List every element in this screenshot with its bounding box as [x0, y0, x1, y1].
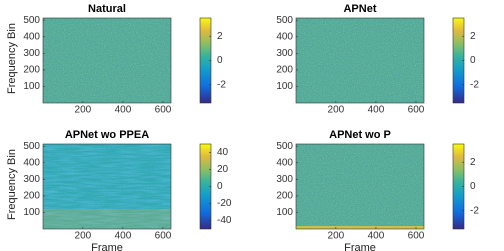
y-tick-label: 200	[23, 65, 40, 76]
heatmap-texture	[296, 18, 424, 103]
y-tick-label: 500	[276, 15, 293, 26]
y-tick-label: 100	[276, 207, 293, 218]
y-tick-label: 500	[23, 15, 40, 26]
colorbar-tick-label: 0	[470, 55, 476, 66]
x-tick-label: 200	[328, 105, 345, 116]
axes-box	[295, 17, 425, 104]
x-tick-label: 400	[115, 105, 132, 116]
colorbar-tick-label: 0	[470, 181, 476, 192]
y-tick-label: 300	[23, 174, 40, 185]
colorbar-tick-label: -20	[217, 198, 232, 209]
y-tick-label: 200	[276, 65, 293, 76]
x-tick-label: 400	[115, 231, 132, 242]
colorbar-tick-label: 20	[217, 164, 229, 175]
y-tick-label: 100	[23, 207, 40, 218]
y-tick-label: 500	[276, 141, 293, 152]
colorbar-tick-label: -2	[470, 205, 479, 216]
y-axis-label: Frequency Bin	[6, 149, 18, 220]
colorbar-tick-label: -40	[217, 215, 232, 226]
colorbar-tick-label: 40	[217, 147, 229, 158]
x-tick-label: 600	[155, 105, 172, 116]
heatmap-texture	[43, 144, 171, 229]
y-tick-label: 400	[23, 157, 40, 168]
panel-title: APNet	[343, 3, 376, 15]
colorbar-tick-label: 0	[217, 181, 223, 192]
colorbar-tick-label: 2	[470, 157, 476, 168]
heatmap-texture	[43, 18, 171, 103]
axes-box	[42, 17, 172, 104]
x-axis-label: Frame	[91, 242, 123, 251]
y-tick-label: 400	[276, 157, 293, 168]
y-tick-label: 100	[276, 81, 293, 92]
x-tick-label: 400	[368, 231, 385, 242]
y-tick-label: 500	[23, 141, 40, 152]
colorbar-tick-label: -2	[217, 79, 226, 90]
x-tick-label: 400	[368, 105, 385, 116]
axes-box	[295, 143, 425, 230]
y-tick-label: 300	[276, 48, 293, 59]
y-tick-label: 100	[23, 81, 40, 92]
x-tick-label: 600	[155, 231, 172, 242]
heatmap-band	[43, 209, 171, 229]
x-tick-label: 600	[408, 231, 425, 242]
colorbar-tick-label: 0	[217, 55, 223, 66]
y-axis-label: Frequency Bin	[6, 23, 18, 94]
colorbar-tick-label: 2	[470, 31, 476, 42]
x-tick-label: 200	[75, 231, 92, 242]
heatmap-band	[296, 226, 424, 229]
x-tick-label: 600	[408, 105, 425, 116]
panel-title: Natural	[88, 3, 126, 15]
y-tick-label: 300	[276, 174, 293, 185]
panel-title: APNet wo P	[329, 129, 391, 141]
y-tick-label: 300	[23, 48, 40, 59]
colorbar-tick-label: 2	[217, 31, 223, 42]
y-tick-label: 200	[276, 191, 293, 202]
y-tick-label: 400	[23, 31, 40, 42]
y-tick-label: 200	[23, 191, 40, 202]
x-tick-label: 200	[328, 231, 345, 242]
x-tick-label: 200	[75, 105, 92, 116]
y-tick-label: 400	[276, 31, 293, 42]
heatmap-texture	[296, 144, 424, 229]
x-axis-label: Frame	[344, 242, 376, 251]
axes-box	[42, 143, 172, 230]
colorbar-tick-label: -2	[470, 79, 479, 90]
panel-title: APNet wo PPEA	[65, 129, 149, 141]
